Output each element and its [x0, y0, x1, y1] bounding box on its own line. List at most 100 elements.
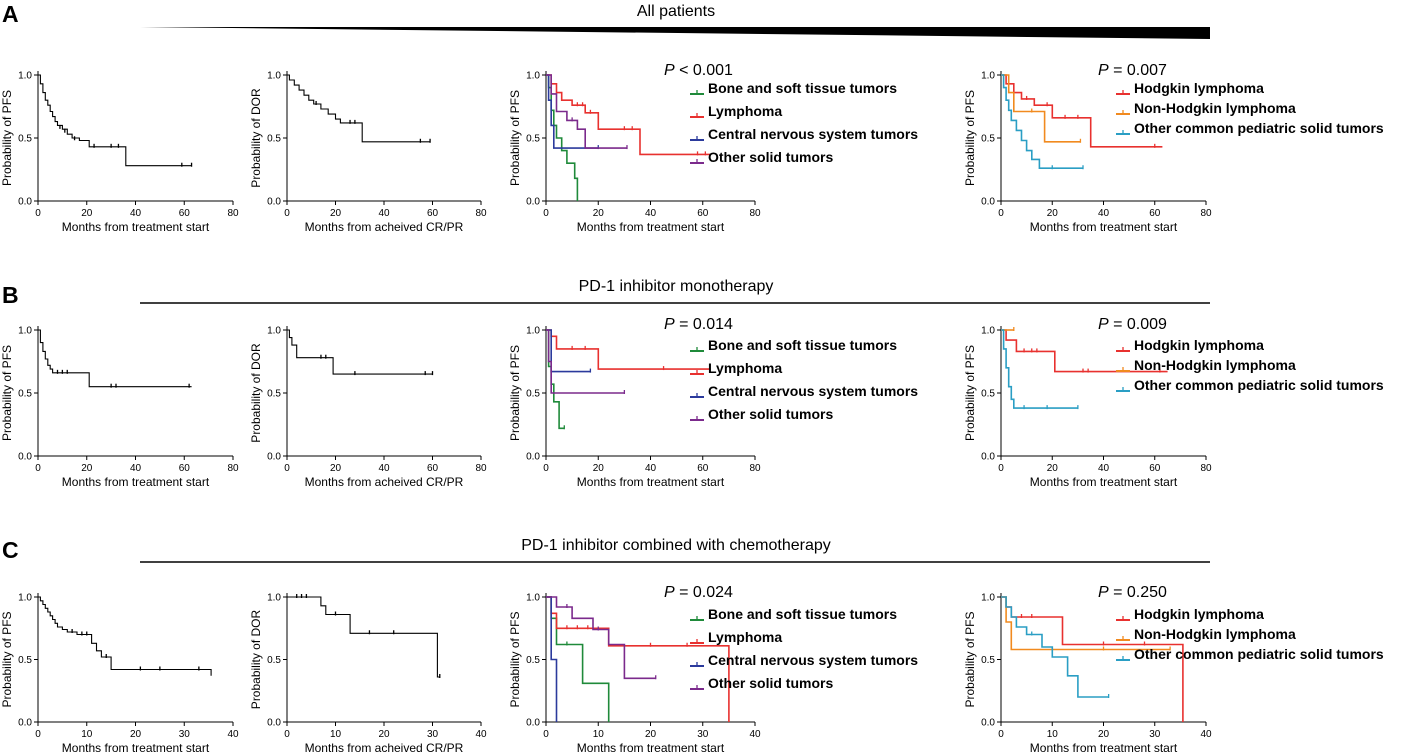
x-tick-label: 30 [697, 729, 709, 740]
x-axis-label: Months from acheived CR/PR [305, 220, 464, 234]
km-curve-other-solid-tumors [546, 329, 625, 394]
km-curve-all [38, 596, 212, 676]
panel-letter-b: B [2, 282, 19, 308]
y-tick-label: 0.5 [526, 134, 540, 145]
x-tick-label: 0 [998, 463, 1004, 474]
x-tick-label: 80 [749, 208, 761, 219]
km-curve-other-common-pediatric-solid-tumors [1001, 329, 1078, 409]
y-tick-label: 0.5 [267, 655, 281, 666]
y-tick-label: 0.0 [18, 452, 32, 463]
y-axis-label: Probability of PFS [963, 90, 977, 186]
x-tick-label: 20 [645, 729, 657, 740]
legend-label: Bone and soft tissue tumors [708, 337, 897, 353]
km-panel-b1: 0 20 40 60 80 0.0 0.5 1.0 Months from treatment … [0, 326, 239, 490]
x-tick-label: 40 [1098, 463, 1110, 474]
y-tick-label: 0.5 [18, 655, 32, 666]
p-value-symbol: P [1098, 62, 1109, 79]
x-tick-label: 60 [179, 208, 191, 219]
km-panel-a3: 0 20 40 60 80 0.0 0.5 1.0 Months from treatment … [508, 62, 918, 234]
x-axis-label: Months from treatment start [1030, 741, 1178, 755]
p-value-text: < 0.001 [675, 62, 733, 79]
legend-label: Bone and soft tissue tumors [708, 606, 897, 622]
y-axis-label: Probability of PFS [508, 611, 522, 707]
legend-label: Other common pediatric solid tumors [1134, 377, 1384, 393]
x-tick-label: 40 [227, 729, 239, 740]
x-tick-label: 10 [330, 729, 342, 740]
y-tick-label: 0.0 [267, 718, 281, 729]
y-tick-label: 1.0 [18, 593, 32, 604]
x-axis-label: Months from treatment start [62, 741, 210, 755]
km-curve-all [287, 74, 431, 143]
km-curve-hodgkin-lymphoma [1001, 74, 1163, 148]
legend-label: Other common pediatric solid tumors [1134, 646, 1384, 662]
km-curve-all [38, 74, 192, 167]
legend-label: Other solid tumors [708, 675, 833, 691]
km-panel-c1: 0 10 20 30 40 0.0 0.5 1.0 Months from treatment … [0, 593, 239, 755]
km-panels: 0 20 40 60 80 0.0 0.5 1.0 Months from treatment … [0, 62, 1384, 755]
km-panel-a2: 0 20 40 60 80 0.0 0.5 1.0 Months from acheived C… [249, 71, 487, 235]
y-axis-label: Probability of PFS [0, 345, 14, 441]
x-tick-label: 0 [284, 208, 290, 219]
x-tick-label: 0 [284, 463, 290, 474]
x-tick-label: 80 [475, 208, 487, 219]
x-tick-label: 40 [378, 463, 390, 474]
x-axis-label: Months from treatment start [1030, 475, 1178, 489]
km-curve-bone-and-soft-tissue-tumors [546, 74, 579, 201]
y-tick-label: 1.0 [267, 593, 281, 604]
panel-letter-a: A [2, 1, 19, 27]
x-tick-label: 40 [749, 729, 761, 740]
row-title-a: All patients [637, 3, 715, 20]
panel-letter-c: C [2, 537, 19, 563]
y-tick-label: 0.0 [267, 452, 281, 463]
x-tick-label: 20 [593, 208, 605, 219]
legend-label: Hodgkin lymphoma [1134, 337, 1264, 353]
y-tick-label: 1.0 [526, 326, 540, 337]
x-tick-label: 60 [1149, 463, 1161, 474]
legend-label: Non-Hodgkin lymphoma [1134, 626, 1296, 642]
x-tick-label: 40 [645, 208, 657, 219]
km-curve-other-solid-tumors [546, 596, 656, 680]
x-tick-label: 0 [35, 208, 41, 219]
legend-label: Non-Hodgkin lymphoma [1134, 357, 1296, 373]
x-tick-label: 40 [1098, 208, 1110, 219]
legend-label: Other solid tumors [708, 406, 833, 422]
legend-label: Other common pediatric solid tumors [1134, 120, 1384, 136]
y-tick-label: 0.0 [267, 197, 281, 208]
x-axis-label: Months from acheived CR/PR [305, 741, 464, 755]
x-tick-label: 0 [284, 729, 290, 740]
y-tick-label: 0.5 [526, 389, 540, 400]
y-tick-label: 1.0 [18, 326, 32, 337]
y-axis-label: Probability of PFS [963, 611, 977, 707]
km-panel-b3: 0 20 40 60 80 0.0 0.5 1.0 Months from treatment … [508, 316, 918, 489]
km-curve-lymphoma [546, 596, 730, 722]
x-tick-label: 20 [1098, 729, 1110, 740]
km-panel-b4: 0 20 40 60 80 0.0 0.5 1.0 Months from treatment … [963, 316, 1384, 489]
p-value: P = 0.009 [1098, 316, 1167, 333]
x-tick-label: 80 [475, 463, 487, 474]
km-curve-non-hodgkin-lymphoma [1001, 74, 1081, 143]
km-panel-c2: 0 10 20 30 40 0.0 0.5 1.0 Months from acheived C… [249, 593, 487, 755]
x-axis-label: Months from treatment start [577, 741, 725, 755]
km-panel-a4: 0 20 40 60 80 0.0 0.5 1.0 Months from treatment … [963, 62, 1384, 234]
y-tick-label: 0.5 [18, 389, 32, 400]
km-curve-all [38, 329, 192, 388]
x-tick-label: 40 [130, 208, 142, 219]
y-axis-label: Probability of DOR [249, 88, 263, 188]
x-axis-label: Months from treatment start [577, 475, 725, 489]
x-tick-label: 40 [645, 463, 657, 474]
x-tick-label: 20 [81, 208, 93, 219]
y-axis-label: Probability of PFS [0, 90, 14, 186]
x-tick-label: 0 [998, 729, 1004, 740]
x-tick-label: 20 [81, 463, 93, 474]
p-value-symbol: P [664, 62, 675, 79]
x-axis-label: Months from acheived CR/PR [305, 475, 464, 489]
x-tick-label: 20 [330, 463, 342, 474]
x-tick-label: 0 [543, 463, 549, 474]
x-axis-label: Months from treatment start [62, 220, 210, 234]
x-tick-label: 60 [427, 208, 439, 219]
p-value: P < 0.001 [664, 62, 733, 79]
y-tick-label: 0.0 [981, 718, 995, 729]
x-tick-label: 20 [1047, 463, 1059, 474]
legend-label: Hodgkin lymphoma [1134, 606, 1264, 622]
